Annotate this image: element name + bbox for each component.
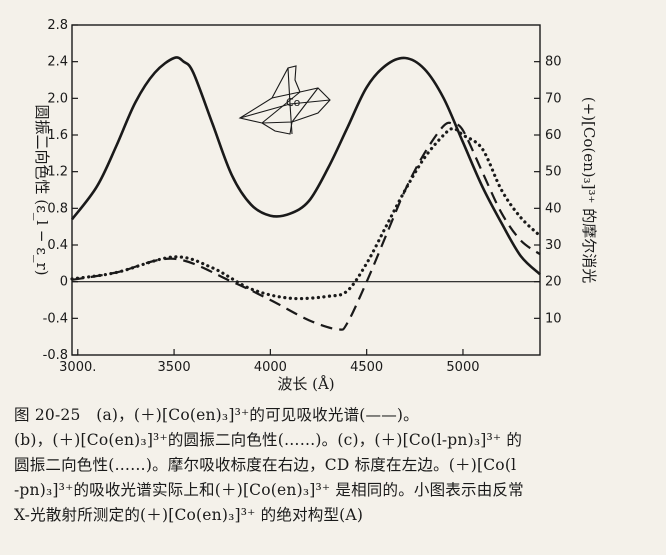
series-line-dotted: [70, 126, 542, 301]
y-left-tick-label: 1.6: [47, 128, 68, 143]
cd-absorption-chart: 3000. 3500 4000 4500 5000 -0.8 -0.4 0 0.4 0.8 1.2 1…: [33, 18, 598, 393]
caption-line: X-光散射所测定的(＋)[Co(en)₃]³⁺ 的绝对构型(A): [14, 506, 364, 524]
y-left-tick-label: -0.8: [43, 348, 68, 363]
y-right-tick-label: 40: [545, 201, 562, 216]
caption-line: (b)，(＋)[Co(en)₃]³⁺的圆振二向色性(……)。(c)，(＋)[Co…: [14, 431, 523, 449]
figure-caption: 图 20-25 (a)，(＋)[Co(en)₃]³⁺的可见吸收光谱(——)。 (…: [14, 403, 654, 528]
x-tick-label: 3000.: [59, 360, 96, 375]
caption-line: 图 20-25 (a)，(＋)[Co(en)₃]³⁺的可见吸收光谱(——)。: [14, 406, 419, 424]
y-right-tick-label: 10: [545, 311, 562, 326]
axis-ticks: 3000. 3500 4000 4500 5000 -0.8 -0.4 0 0.4 0.8 1.2 1…: [43, 18, 562, 375]
x-tick-label: 3500: [158, 360, 191, 375]
x-tick-label: 4000: [254, 360, 287, 375]
y-right-tick-label: 60: [545, 128, 562, 143]
y-left-tick-label: -0.4: [43, 311, 68, 326]
y-right-tick-label: 80: [545, 55, 562, 70]
y-left-tick-label: 2.4: [47, 55, 68, 70]
y-axis-label-right: (+)[Co(en)₃]³⁺ 的摩尔消光: [580, 97, 598, 283]
y-left-tick-label: 2.0: [47, 91, 68, 106]
x-tick-label: 5000: [446, 360, 479, 375]
x-axis-label: 波长 (Å): [277, 375, 334, 393]
caption-line: -pn)₃]³⁺的吸收光谱实际上和(＋)[Co(en)₃]³⁺ 是相同的。小图表…: [14, 481, 524, 499]
plot-frame: [71, 24, 541, 356]
y-right-tick-label: 50: [545, 165, 562, 180]
y-left-tick-label: 0.4: [47, 238, 68, 253]
x-tick-label: 4500: [350, 360, 383, 375]
y-left-tick-label: 1.2: [47, 165, 68, 180]
y-left-tick-label: 2.8: [47, 18, 68, 33]
y-right-tick-label: 30: [545, 238, 562, 253]
molecule-drawing: [238, 65, 331, 135]
series-group: [70, 56, 542, 331]
molecule-inset: Co: [238, 65, 331, 135]
inset-co-label: Co: [286, 96, 301, 109]
caption-line: 圆振二向色性(……)。摩尔吸收标度在右边，CD 标度在左边。(＋)[Co(l: [14, 456, 517, 474]
y-right-tick-label: 70: [545, 91, 562, 106]
y-axis-label-left: 圆振二向色性 (ε_l − ε_r): [33, 104, 51, 275]
y-left-tick-label: 0: [60, 275, 68, 290]
series-line-solid: [70, 56, 541, 276]
y-right-tick-label: 20: [545, 275, 562, 290]
y-left-tick-label: 0.8: [47, 201, 68, 216]
